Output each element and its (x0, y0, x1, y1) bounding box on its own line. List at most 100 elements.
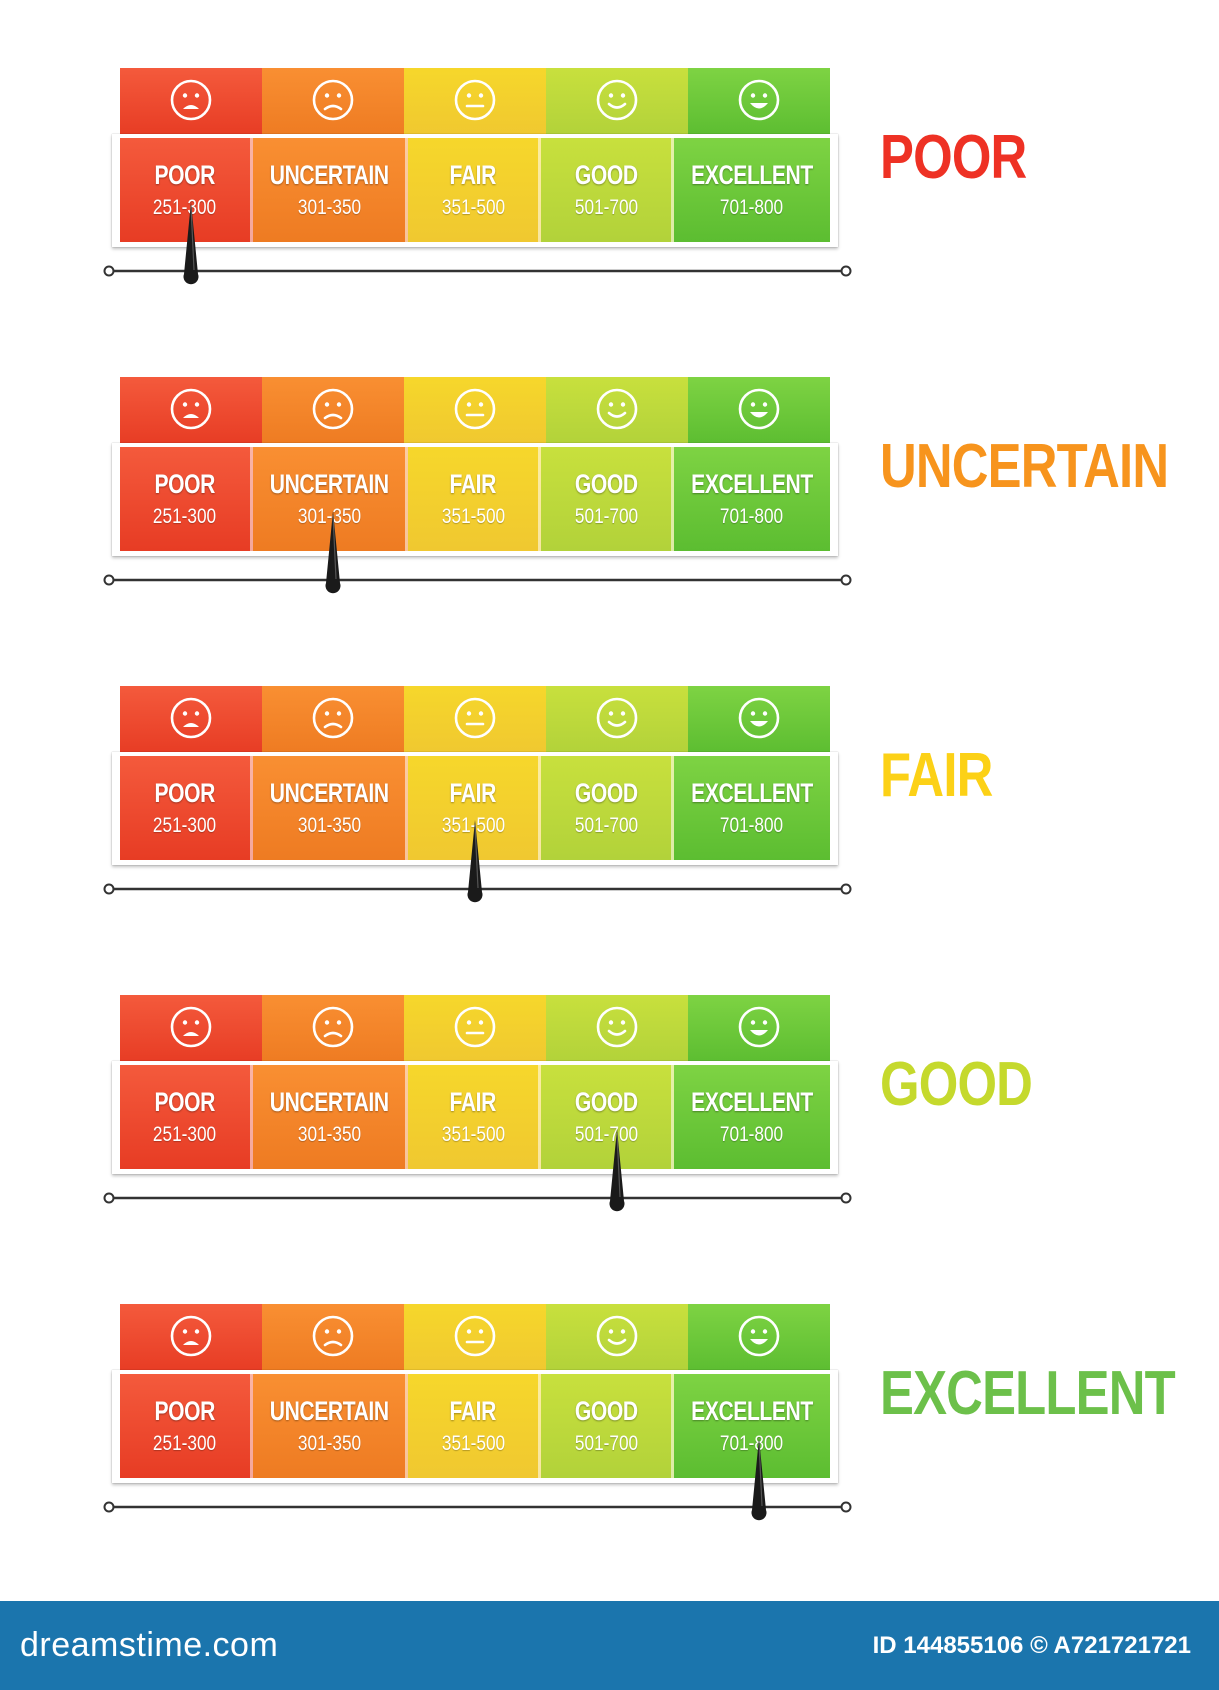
category-name: GOOD (574, 469, 638, 499)
score-meter: POOR 251-300 UNCERTAIN 301-350 FAIR 351-500 GO… (103, 995, 885, 1225)
score-needle (744, 1436, 774, 1524)
category-name: FAIR (450, 160, 497, 190)
category-card: POOR 251-300 (120, 138, 253, 242)
category-card: UNCERTAIN 301-350 (252, 447, 409, 551)
neutral-face-icon (453, 696, 497, 745)
category-range: 701-800 (720, 814, 784, 837)
category-range: 351-500 (441, 1123, 505, 1146)
category-name: FAIR (450, 1087, 497, 1117)
category-card: FAIR 351-500 (408, 138, 542, 242)
score-meter: POOR 251-300 UNCERTAIN 301-350 FAIR 351-500 GO… (103, 377, 885, 607)
footer-bar: dreamstime.com ID 144855106 © A721721721 (0, 1601, 1219, 1690)
category-range: 501-700 (574, 1123, 638, 1146)
face-cell (688, 995, 830, 1063)
category-card: POOR 251-300 (120, 756, 253, 860)
category-range: 701-800 (720, 196, 784, 219)
face-cell (120, 686, 262, 754)
category-name: UNCERTAIN (269, 160, 389, 190)
category-name: POOR (154, 469, 216, 499)
category-range: 251-300 (153, 1432, 217, 1455)
category-range: 501-700 (574, 505, 638, 528)
face-row (120, 377, 830, 445)
category-card: EXCELLENT 701-800 (673, 756, 830, 860)
category-name: UNCERTAIN (269, 778, 389, 808)
scale-track (103, 264, 852, 278)
grin-face-icon (737, 78, 781, 127)
category-panel: POOR 251-300 UNCERTAIN 301-350 FAIR 351-500 GO… (112, 443, 838, 556)
category-card: FAIR 351-500 (408, 447, 542, 551)
scale-track (103, 1500, 852, 1514)
face-cell (404, 686, 546, 754)
category-card: EXCELLENT 701-800 (673, 447, 830, 551)
status-label: POOR (880, 123, 1027, 192)
grin-face-icon (737, 387, 781, 436)
category-range: 301-350 (297, 196, 361, 219)
face-cell (262, 68, 404, 136)
score-meter: POOR 251-300 UNCERTAIN 301-350 FAIR 351-500 GO… (103, 68, 885, 298)
category-range: 301-350 (297, 814, 361, 837)
category-name: UNCERTAIN (269, 1396, 389, 1426)
face-cell (404, 377, 546, 445)
category-name: POOR (154, 778, 216, 808)
face-cell (262, 995, 404, 1063)
status-label: UNCERTAIN (880, 432, 1169, 501)
smile-face-icon (595, 696, 639, 745)
score-meter: POOR 251-300 UNCERTAIN 301-350 FAIR 351-500 GO… (103, 686, 885, 916)
face-cell (404, 1304, 546, 1372)
category-card: UNCERTAIN 301-350 (252, 138, 409, 242)
category-card: GOOD 501-700 (541, 1374, 674, 1478)
grin-face-icon (737, 1005, 781, 1054)
face-cell (262, 1304, 404, 1372)
category-name: EXCELLENT (691, 160, 813, 190)
category-card: EXCELLENT 701-800 (673, 1065, 830, 1169)
image-id-text: ID 144855106 © A721721721 (872, 1631, 1191, 1659)
category-card: GOOD 501-700 (541, 756, 674, 860)
face-cell (404, 68, 546, 136)
category-range: 251-300 (153, 196, 217, 219)
neutral-face-icon (453, 78, 497, 127)
sad-face-icon (169, 78, 213, 127)
sad-face-icon (169, 387, 213, 436)
category-name: EXCELLENT (691, 469, 813, 499)
sad-face-icon (169, 696, 213, 745)
category-name: EXCELLENT (691, 778, 813, 808)
category-name: GOOD (574, 160, 638, 190)
frown-face-icon (311, 1005, 355, 1054)
category-name: FAIR (450, 1396, 497, 1426)
category-name: POOR (154, 1087, 216, 1117)
face-row (120, 68, 830, 136)
category-card: POOR 251-300 (120, 1065, 253, 1169)
category-name: POOR (154, 1396, 216, 1426)
score-needle (318, 509, 348, 597)
smile-face-icon (595, 1005, 639, 1054)
neutral-face-icon (453, 387, 497, 436)
face-row (120, 995, 830, 1063)
sad-face-icon (169, 1005, 213, 1054)
category-range: 301-350 (297, 505, 361, 528)
category-card: GOOD 501-700 (541, 138, 674, 242)
face-cell (262, 686, 404, 754)
face-row (120, 686, 830, 754)
face-cell (688, 68, 830, 136)
face-cell (404, 995, 546, 1063)
category-range: 251-300 (153, 505, 217, 528)
face-cell (120, 1304, 262, 1372)
category-name: POOR (154, 160, 216, 190)
category-card: EXCELLENT 701-800 (673, 138, 830, 242)
category-name: GOOD (574, 1396, 638, 1426)
face-cell (688, 686, 830, 754)
category-name: FAIR (450, 469, 497, 499)
category-range: 351-500 (441, 1432, 505, 1455)
category-range: 251-300 (153, 814, 217, 837)
smile-face-icon (595, 1314, 639, 1363)
category-range: 351-500 (441, 814, 505, 837)
footer-logo: dreamstime.com (20, 1626, 279, 1664)
score-meter: POOR 251-300 UNCERTAIN 301-350 FAIR 351-500 GO… (103, 1304, 885, 1534)
category-name: UNCERTAIN (269, 1087, 389, 1117)
face-cell (120, 377, 262, 445)
frown-face-icon (311, 387, 355, 436)
score-needle (602, 1127, 632, 1215)
category-name: FAIR (450, 778, 497, 808)
category-name: EXCELLENT (691, 1087, 813, 1117)
face-cell (120, 68, 262, 136)
